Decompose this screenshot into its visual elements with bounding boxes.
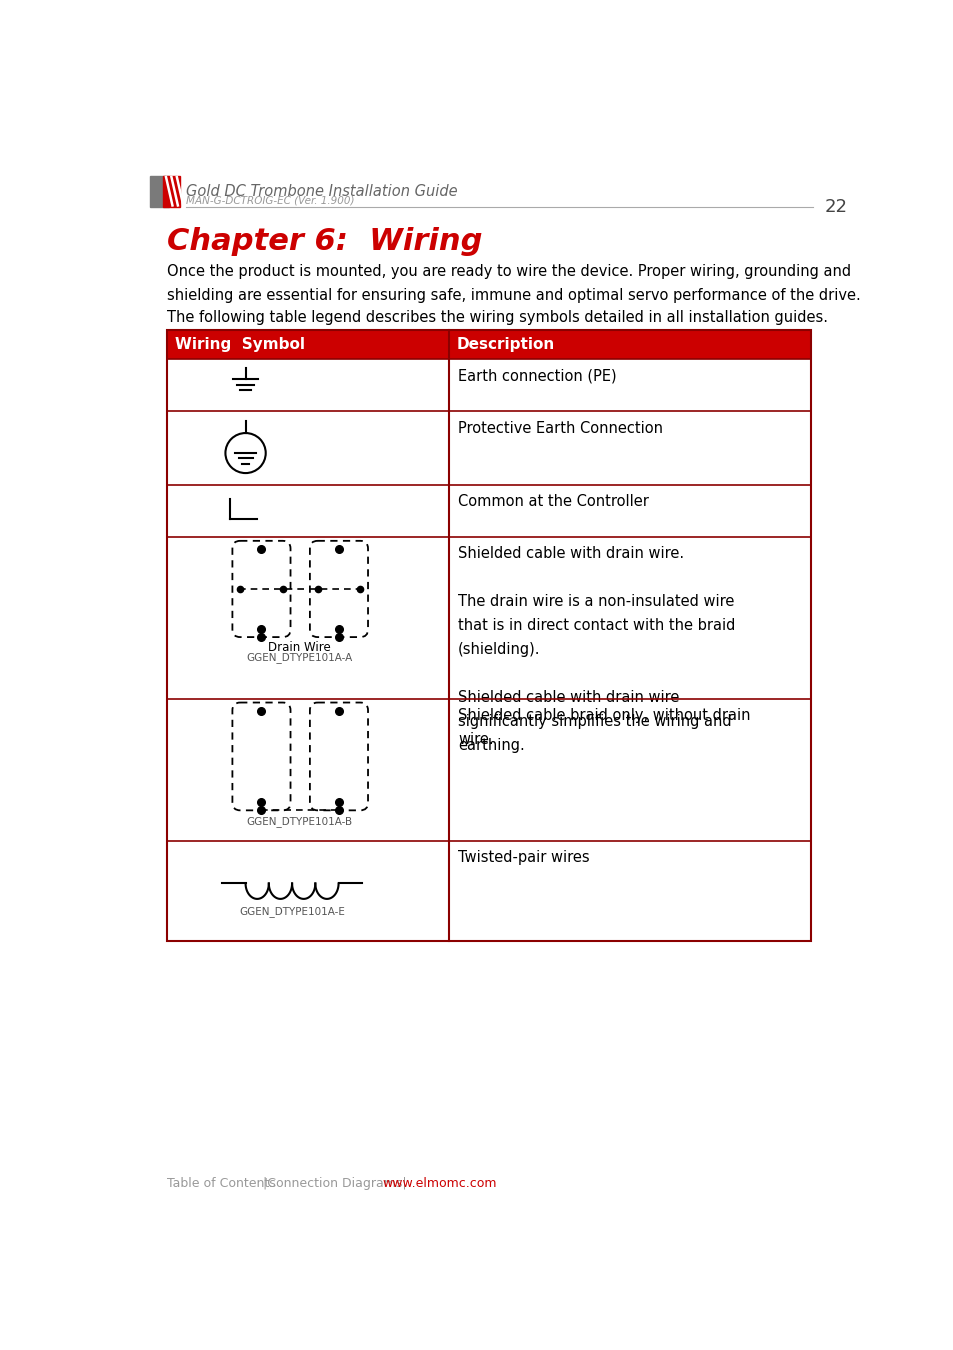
- Text: Shielded cable braid only, without drain
wire.: Shielded cable braid only, without drain…: [457, 707, 750, 747]
- Text: Table of Contents: Table of Contents: [167, 1177, 275, 1189]
- Text: Common at the Controller: Common at the Controller: [457, 494, 648, 509]
- Text: GGEN_DTYPE101A-A: GGEN_DTYPE101A-A: [247, 652, 353, 663]
- Text: Earth connection (PE): Earth connection (PE): [457, 369, 616, 383]
- Polygon shape: [150, 176, 169, 207]
- Bar: [167, 329, 810, 359]
- Text: |Connection Diagrams|: |Connection Diagrams|: [254, 1177, 406, 1189]
- Text: The following table legend describes the wiring symbols detailed in all installa: The following table legend describes the…: [167, 310, 827, 325]
- Text: Gold DC Trombone Installation Guide: Gold DC Trombone Installation Guide: [186, 184, 457, 198]
- Text: Twisted-pair wires: Twisted-pair wires: [457, 850, 589, 865]
- Text: Description: Description: [456, 336, 554, 352]
- Text: Protective Earth Connection: Protective Earth Connection: [457, 421, 662, 436]
- Text: Once the product is mounted, you are ready to wire the device. Proper wiring, gr: Once the product is mounted, you are rea…: [167, 263, 861, 302]
- Text: Drain Wire: Drain Wire: [268, 641, 331, 653]
- Polygon shape: [162, 176, 179, 207]
- Text: Shielded cable with drain wire.

The drain wire is a non-insulated wire
that is : Shielded cable with drain wire. The drai…: [457, 547, 735, 753]
- Text: GGEN_DTYPE101A-E: GGEN_DTYPE101A-E: [239, 907, 345, 918]
- Bar: [167, 329, 810, 941]
- Text: Wiring  Symbol: Wiring Symbol: [174, 336, 305, 352]
- Text: Chapter 6:  Wiring: Chapter 6: Wiring: [167, 227, 482, 256]
- Text: GGEN_DTYPE101A-B: GGEN_DTYPE101A-B: [247, 817, 353, 828]
- Text: 22: 22: [823, 198, 846, 216]
- Text: www.elmomc.com: www.elmomc.com: [382, 1177, 497, 1189]
- Text: MAN-G-DCTROIG-EC (Ver. 1.900): MAN-G-DCTROIG-EC (Ver. 1.900): [186, 196, 354, 205]
